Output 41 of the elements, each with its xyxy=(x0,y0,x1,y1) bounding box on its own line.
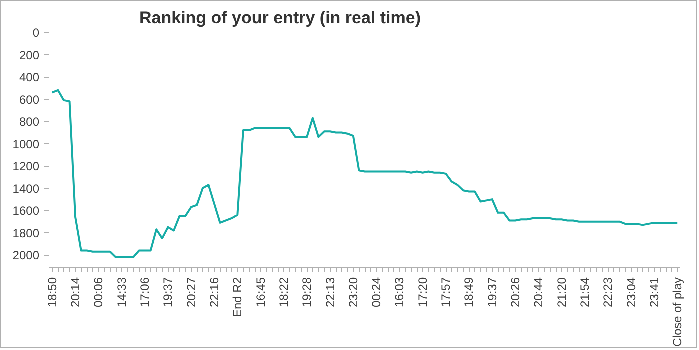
x-tick-label: 20:44 xyxy=(532,277,546,308)
x-tick-label: 21:20 xyxy=(554,277,569,308)
x-tick-label: 20:27 xyxy=(184,277,198,308)
x-tick-label: 23:41 xyxy=(647,277,662,308)
x-tick-label: 19:37 xyxy=(485,277,500,308)
y-tick-label: 1400 xyxy=(12,182,40,196)
x-tick-label: 14:33 xyxy=(114,277,129,308)
x-tick-label: 00:06 xyxy=(92,277,106,308)
y-tick-label: 1600 xyxy=(12,204,40,218)
x-tick-label: End R2 xyxy=(230,277,245,318)
x-tick-label: 17:06 xyxy=(138,277,152,308)
x-tick-label: 19:37 xyxy=(161,277,176,308)
x-tick-label: 22:16 xyxy=(207,277,222,308)
y-tick-label: 2000 xyxy=(12,248,40,263)
y-tick-label: 400 xyxy=(19,70,40,85)
x-tick-label: 18:22 xyxy=(276,277,291,308)
line-series xyxy=(51,89,679,258)
x-tick-label: 18:50 xyxy=(45,277,60,308)
y-tick-label: 1800 xyxy=(12,226,40,240)
x-tick-label: 23:04 xyxy=(624,277,638,308)
x-tick-label: 22:23 xyxy=(601,277,616,308)
x-tick-label: 16:03 xyxy=(392,277,407,308)
x-tick-label: 00:24 xyxy=(370,277,384,308)
y-tick-label: 600 xyxy=(19,92,40,107)
y-tick-label: 1200 xyxy=(12,160,40,174)
chart-title: Ranking of your entry (in real time) xyxy=(140,8,421,28)
x-tick-label: 21:54 xyxy=(578,277,592,308)
y-tick-label: 800 xyxy=(19,115,40,130)
x-tick-label: 22:13 xyxy=(323,277,338,308)
x-tick-label: 20:26 xyxy=(508,277,523,308)
x-tick-label: 16:45 xyxy=(254,277,268,308)
y-tick-label: 200 xyxy=(19,48,40,62)
x-tick-label: 17:57 xyxy=(439,277,454,308)
x-tick-label: 19:28 xyxy=(300,277,314,308)
x-tick-label: 23:20 xyxy=(346,277,360,308)
x-tick-label: 20:14 xyxy=(68,277,83,308)
x-tick-label: 18:49 xyxy=(462,277,476,308)
x-tick-label: Close of play xyxy=(670,277,685,347)
y-tick-label: 1000 xyxy=(12,137,40,152)
x-tick-label: 17:20 xyxy=(416,277,430,308)
y-tick-label: 0 xyxy=(32,26,40,40)
